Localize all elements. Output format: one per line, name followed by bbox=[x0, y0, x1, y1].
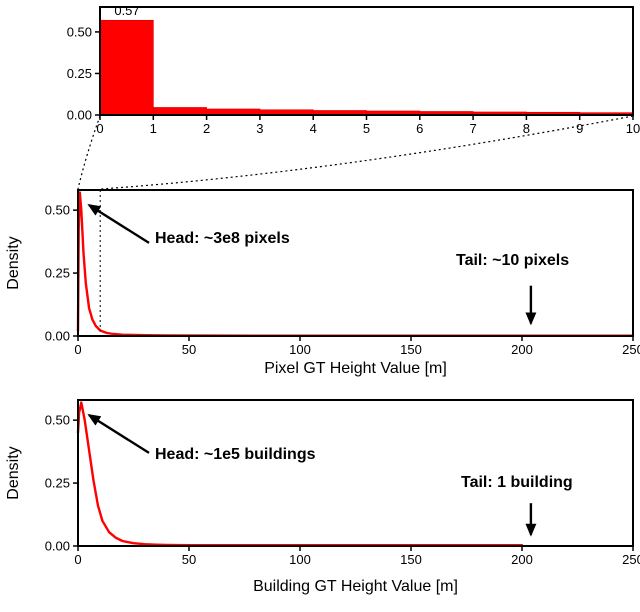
x-tick-label: 8 bbox=[523, 121, 530, 136]
head-annotation-arrow bbox=[87, 204, 150, 244]
y-tick-label: 0.00 bbox=[67, 108, 92, 123]
x-tick-label: 250 bbox=[622, 342, 640, 357]
x-tick-label: 50 bbox=[182, 342, 196, 357]
y-tick-label: 0.00 bbox=[45, 539, 70, 554]
x-tick-label: 200 bbox=[511, 342, 533, 357]
x-tick-label: 0 bbox=[74, 342, 81, 357]
x-tick-label: 5 bbox=[363, 121, 370, 136]
histogram-bar bbox=[99, 19, 154, 116]
zoom-connector-right bbox=[100, 115, 634, 190]
x-tick-label: 250 bbox=[622, 552, 640, 567]
x-tick-label: 10 bbox=[626, 121, 640, 136]
plot-border bbox=[77, 189, 634, 337]
x-tick-label: 0 bbox=[96, 121, 103, 136]
plot-border bbox=[77, 399, 634, 547]
y-tick-label: 0.25 bbox=[45, 476, 70, 491]
pixel-density-panel: 0 50 100 150 200 250 0.00 0.25 0.50 bbox=[45, 189, 640, 357]
y-tick-label: 0.00 bbox=[45, 329, 70, 344]
x-tick-label: 4 bbox=[310, 121, 317, 136]
x-tick-label: 150 bbox=[400, 342, 422, 357]
plot-border bbox=[99, 6, 634, 116]
head-annotation-arrow bbox=[87, 414, 150, 454]
density-line bbox=[76, 401, 524, 547]
zoom-histogram-panel: 0 1 2 3 4 5 6 7 8 9 10 0.00 0.25 0.50 bbox=[67, 6, 640, 136]
y-tick-label: 0.50 bbox=[67, 24, 92, 39]
x-tick-label: 2 bbox=[203, 121, 210, 136]
x-tick-label: 100 bbox=[289, 342, 311, 357]
y-tick-label: 0.25 bbox=[67, 66, 92, 81]
x-tick-label: 150 bbox=[400, 552, 422, 567]
zoom-connectors bbox=[77, 115, 634, 190]
x-tick-label: 100 bbox=[289, 552, 311, 567]
y-tick-label: 0.50 bbox=[45, 413, 70, 428]
y-tick-label: 0.50 bbox=[45, 203, 70, 218]
x-tick-label: 9 bbox=[576, 121, 583, 136]
x-tick-label: 7 bbox=[469, 121, 476, 136]
x-tick-label: 3 bbox=[256, 121, 263, 136]
x-tick-label: 50 bbox=[182, 552, 196, 567]
x-tick-label: 6 bbox=[416, 121, 423, 136]
x-tick-label: 1 bbox=[150, 121, 157, 136]
zoom-connector-left bbox=[77, 115, 101, 190]
x-tick-label: 200 bbox=[511, 552, 533, 567]
building-density-panel: 0 50 100 150 200 250 0.00 0.25 0.50 bbox=[45, 399, 640, 567]
histogram-bar bbox=[152, 107, 207, 116]
x-tick-label: 0 bbox=[74, 552, 81, 567]
density-line bbox=[76, 191, 635, 337]
y-tick-label: 0.25 bbox=[45, 266, 70, 281]
